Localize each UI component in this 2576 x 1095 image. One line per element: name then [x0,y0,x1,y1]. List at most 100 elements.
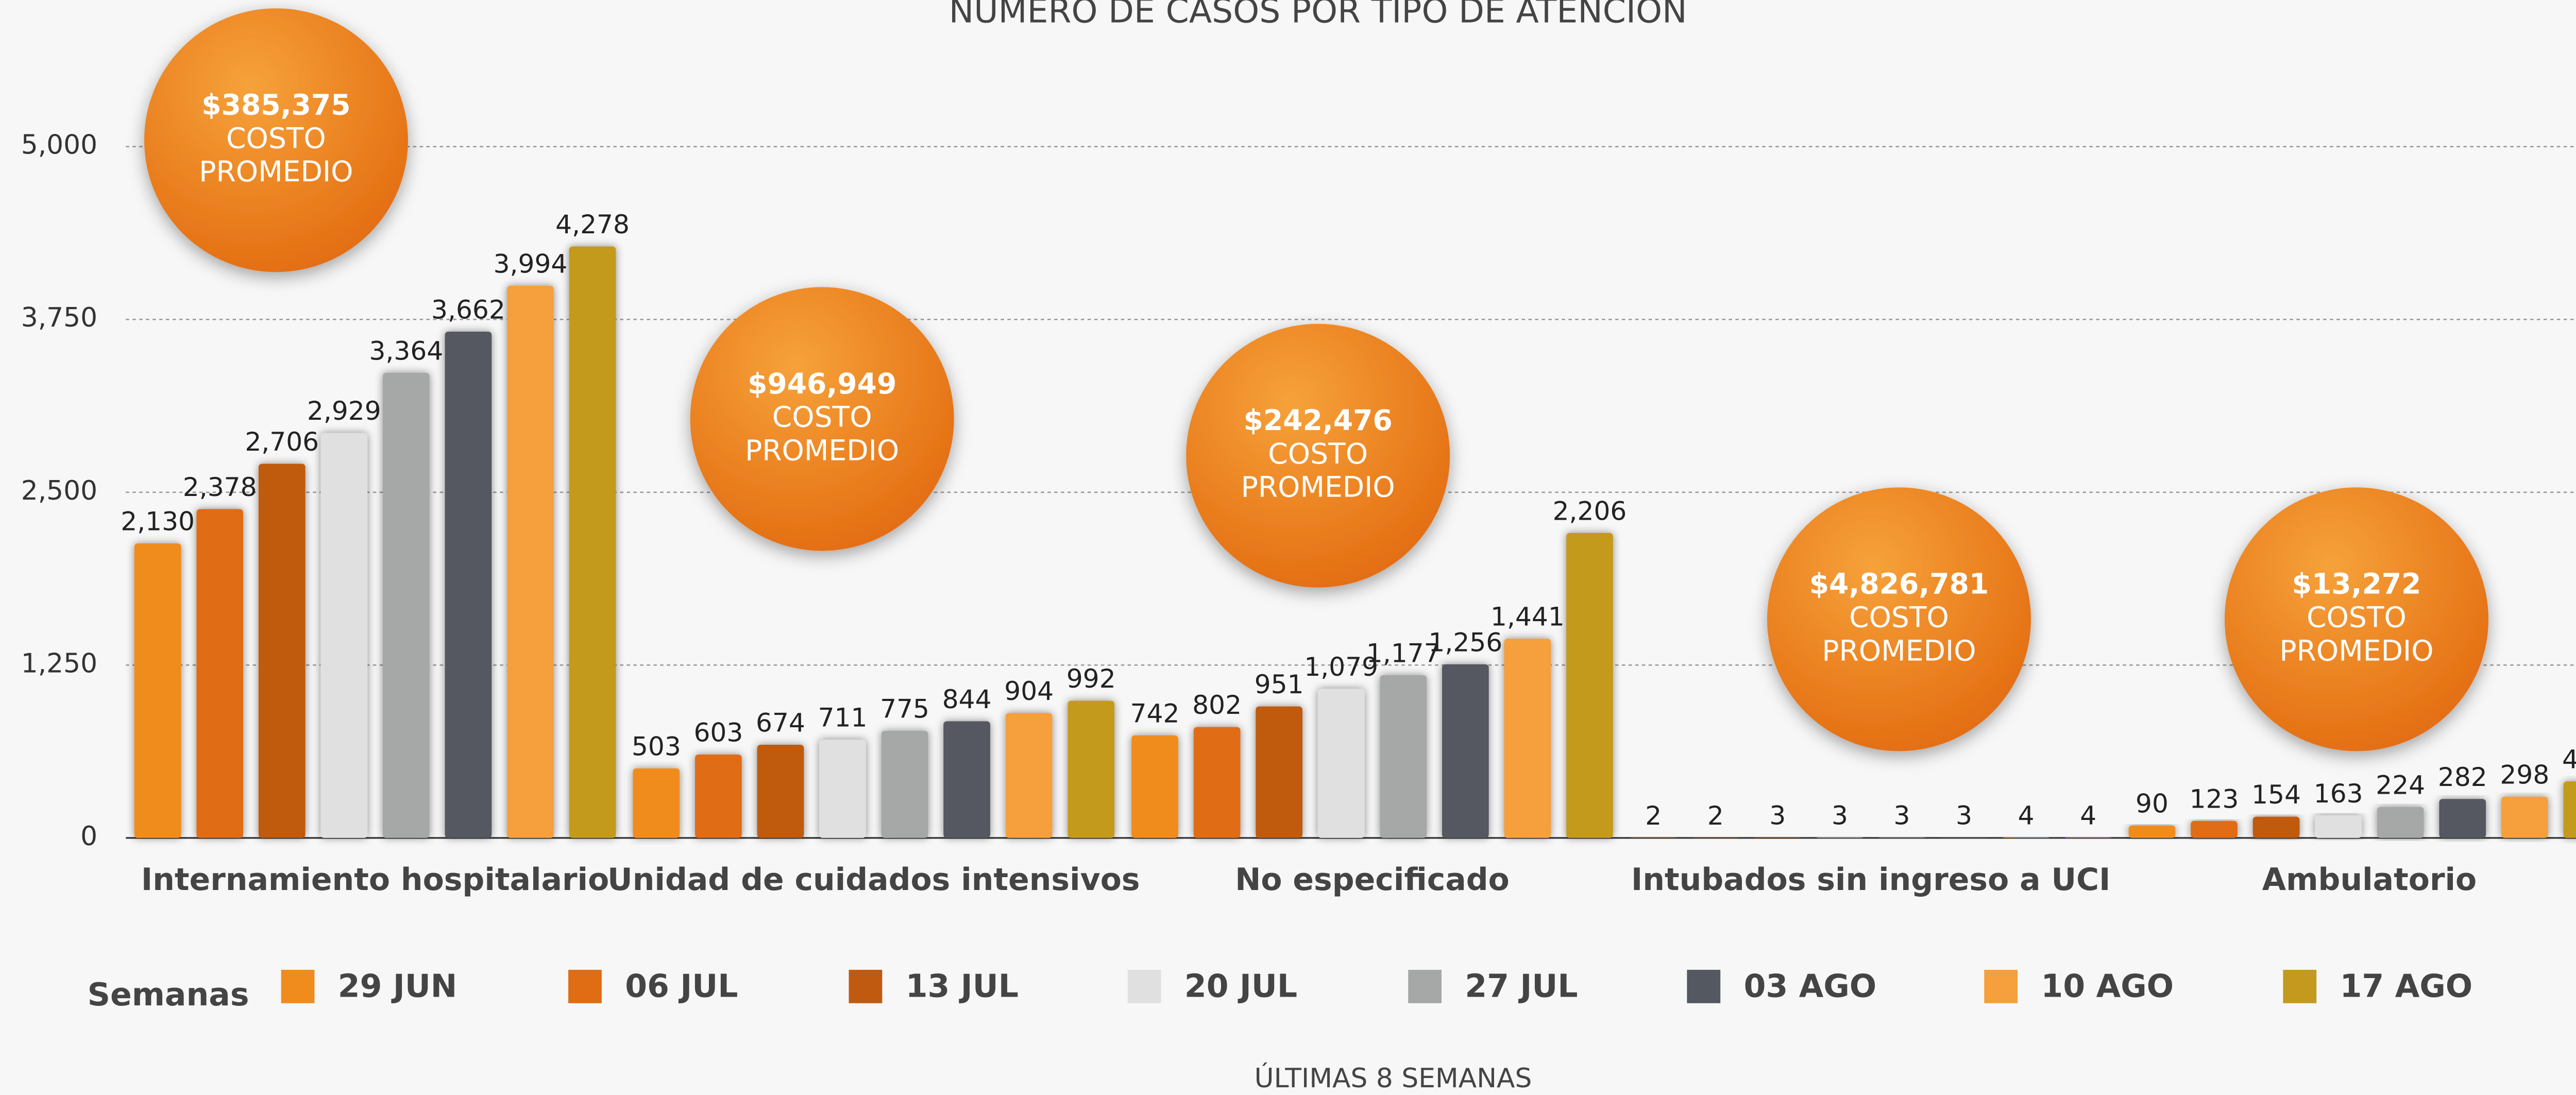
bubble-cost: $385,375 [201,89,350,122]
value-label: 1,079 [1304,652,1378,682]
legend-label: 10 AGO [2041,968,2174,1005]
value-label: 123 [2190,783,2239,814]
legend-swatch [1984,969,2018,1003]
bubble-label: COSTO [1268,437,1368,470]
bar [2315,815,2362,838]
value-label: 298 [2500,760,2549,790]
bar [2501,796,2548,838]
bubble [144,8,408,272]
bar [1692,837,1739,838]
bubble [1767,487,2031,751]
bar [2439,799,2486,838]
value-label: 3 [1894,800,1910,831]
value-label: 409 [2562,744,2576,775]
bar [943,721,991,838]
value-label: 904 [1004,676,1054,706]
bar [2563,781,2576,838]
legend-label: 06 JUL [625,968,738,1005]
bar [757,744,804,838]
value-label: 2,929 [307,396,381,426]
bubble [2224,487,2489,751]
bubble-label: PROMEDIO [1241,471,1395,504]
bubble-label: PROMEDIO [745,434,899,467]
bar [1816,837,1863,838]
bar [881,730,928,838]
value-label: 844 [942,684,992,714]
bar [134,543,181,838]
bubble-label: COSTO [2307,601,2406,634]
bar [2191,820,2238,838]
bar [383,372,430,838]
y-tick-label: 3,750 [21,302,97,333]
x-tick-label: Unidad de cuidados intensivos [607,862,1140,898]
x-tick-label: Ambulatorio [2262,862,2477,898]
y-tick-label: 1,250 [21,648,97,679]
legend-swatch [1127,969,1161,1003]
legend-label: 20 JUL [1184,968,1297,1005]
value-label: 3,994 [494,248,568,279]
value-label: 1,256 [1428,627,1502,657]
value-label: 503 [632,731,681,761]
bar [2377,807,2424,838]
bar [819,740,866,838]
y-tick-label: 5,000 [21,130,97,161]
bar [1131,735,1178,838]
value-label: 711 [818,703,868,733]
y-tick-label: 2,500 [21,475,97,506]
legend-title: Semanas [88,976,249,1013]
value-label: 90 [2136,788,2168,818]
legend-swatch [1687,969,1721,1003]
legend-swatch [2283,969,2317,1003]
bubble-label: PROMEDIO [1822,634,1976,667]
bar [445,331,492,838]
bubble-cost: $946,949 [748,367,896,400]
value-label: 154 [2251,779,2301,810]
bar [320,433,368,838]
value-label: 2,378 [183,472,257,502]
value-label: 951 [1255,669,1304,699]
bubble [690,287,954,551]
bar [1630,837,1677,838]
legend-swatch [281,969,315,1003]
bar [507,285,554,838]
value-label: 3,364 [369,335,443,366]
bar [1067,700,1115,838]
x-tick-label: Internamiento hospitalario [141,862,609,898]
bar [1442,664,1489,838]
bubble-cost: $242,476 [1244,404,1393,437]
value-label: 2,206 [1553,495,1627,526]
bar [2128,825,2176,838]
value-label: 1,177 [1366,638,1440,669]
bar [1566,533,1613,838]
x-axis-label: ÚLTIMAS 8 SEMANAS [1255,1062,1532,1094]
bar [258,464,306,838]
legend-label: 03 AGO [1744,968,1877,1005]
bar [196,509,244,838]
value-label: 2 [1645,800,1662,831]
bar [695,755,742,838]
bar [1940,837,1988,838]
value-label: 163 [2314,778,2363,809]
value-label: 992 [1066,663,1116,694]
value-label: 4,278 [555,209,630,239]
legend-label: 13 JUL [906,968,1019,1005]
bubble-label: COSTO [772,401,872,434]
bar [569,246,616,838]
value-label: 4 [2080,800,2096,830]
bubble-label: PROMEDIO [199,155,353,188]
bubble-label: COSTO [226,122,326,155]
value-label: 3 [1956,800,1972,831]
value-label: 4 [2018,800,2035,830]
legend-swatch [1408,969,1442,1003]
bar [1256,706,1303,838]
value-label: 282 [2438,762,2487,792]
legend-swatch [568,969,602,1003]
value-label: 224 [2376,769,2425,800]
bar [1380,675,1427,838]
value-label: 603 [693,717,743,748]
